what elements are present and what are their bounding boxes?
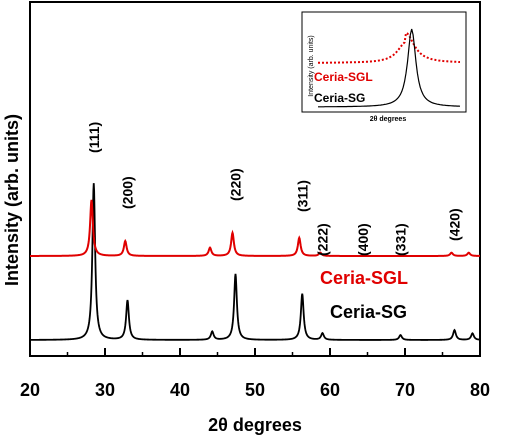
peak-label: (220) (228, 168, 244, 201)
x-ticks: 20 30 40 50 60 70 80 (20, 348, 490, 400)
x-tick-label: 30 (95, 380, 115, 400)
peak-label: (420) (447, 208, 463, 241)
series-label-ceria-sgl: Ceria-SGL (320, 268, 408, 288)
x-tick-label: 80 (470, 380, 490, 400)
peak-labels: (111) (200) (220) (311) (222) (400) (331) (420) (86, 122, 463, 256)
y-axis-title: Intensity (arb. units) (2, 114, 22, 286)
peak-label: (200) (120, 176, 136, 209)
inset-frame (301, 11, 467, 113)
series-line-ceria-sgl (30, 199, 480, 257)
peak-label: (311) (294, 180, 310, 212)
x-tick-label: 60 (320, 380, 340, 400)
inset-line-ceria-sgl (318, 31, 460, 64)
x-tick-label: 70 (395, 380, 415, 400)
inset-label-ceria-sgl: Ceria-SGL (314, 70, 373, 84)
x-axis-title: 2θ degrees (208, 415, 302, 435)
peak-label: (331) (393, 223, 409, 256)
inset-line-ceria-sg (318, 28, 461, 108)
peak-label: (222) (315, 223, 331, 256)
x-tick-label: 20 (20, 380, 40, 400)
inset-label-ceria-sg: Ceria-SG (314, 91, 365, 105)
peak-label: (111) (86, 122, 102, 153)
series-label-ceria-sg: Ceria-SG (330, 302, 407, 322)
x-tick-label: 50 (245, 380, 265, 400)
inset-x-label: 2θ degrees (370, 116, 407, 123)
inset: Ceria-SGL Ceria-SG 2θ degrees Intensity … (301, 11, 467, 123)
x-tick-label: 40 (170, 380, 190, 400)
series-group (30, 183, 481, 341)
series-line-ceria-sg (30, 183, 481, 341)
inset-y-label: Intensity (arb. units) (308, 35, 315, 96)
peak-label: (400) (355, 223, 371, 256)
